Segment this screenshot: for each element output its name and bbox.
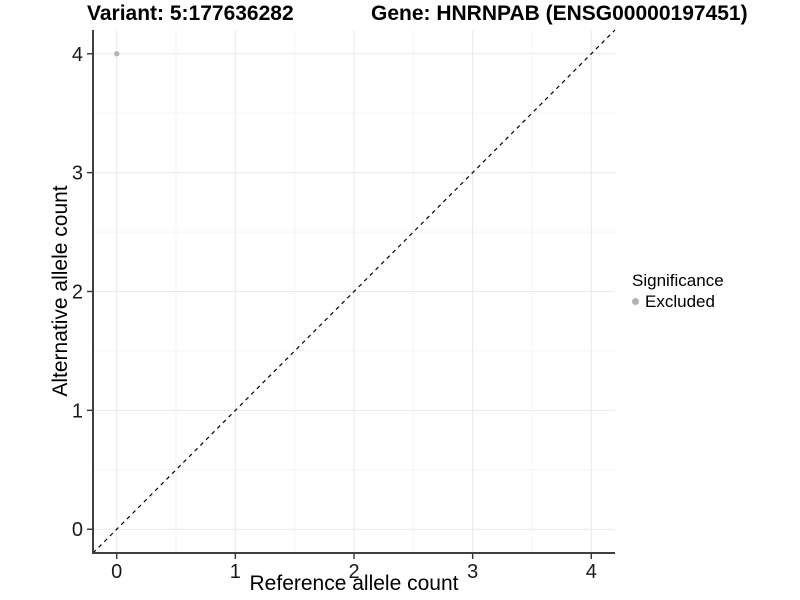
data-point xyxy=(114,51,120,57)
legend-item-excluded: Excluded xyxy=(632,292,724,311)
plot-title-gene: Gene: HNRNPAB (ENSG00000197451) xyxy=(371,2,748,25)
y-tick-label: 4 xyxy=(72,44,83,66)
identity-line xyxy=(92,29,616,554)
x-axis-title: Reference allele count xyxy=(249,572,459,595)
x-tick-label: 1 xyxy=(230,561,241,583)
y-tick-label: 2 xyxy=(72,282,83,304)
y-axis-title: Alternative allele count xyxy=(49,185,72,397)
legend-title: Significance xyxy=(632,271,724,290)
x-tick-label: 0 xyxy=(111,561,122,583)
x-tick-label: 2 xyxy=(348,561,359,583)
legend: Significance Excluded xyxy=(632,271,724,311)
legend-item-label: Excluded xyxy=(645,292,715,311)
legend-point-icon xyxy=(632,298,639,305)
x-tick-label: 3 xyxy=(467,561,478,583)
y-tick-label: 0 xyxy=(72,519,83,541)
x-tick-label: 4 xyxy=(586,561,597,583)
y-tick-label: 3 xyxy=(72,163,83,185)
y-tick-label: 1 xyxy=(72,400,83,422)
plot-title-variant: Variant: 5:177636282 xyxy=(87,2,294,25)
